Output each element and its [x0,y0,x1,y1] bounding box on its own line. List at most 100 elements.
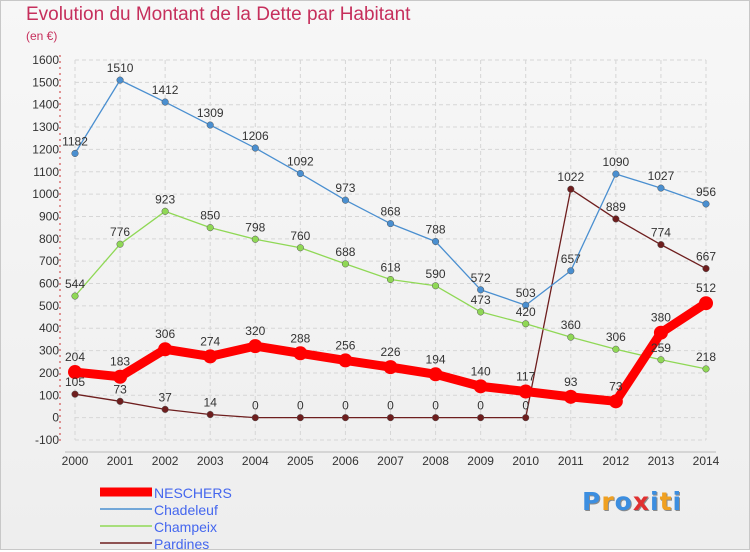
data-label-pardines: 14 [204,396,218,410]
chart-subtitle: (en €) [26,29,58,43]
data-point-neschers [473,379,488,394]
data-point-chadeleuf [206,121,214,129]
data-point-champeix [116,240,124,248]
legend-swatch-neschers [100,487,152,497]
data-point-neschers [653,325,668,340]
x-tick-label: 2008 [422,454,449,468]
data-label-chadeleuf: 572 [471,271,491,285]
data-point-chadeleuf [657,184,665,192]
data-point-neschers [248,339,263,354]
data-label-pardines: 774 [651,226,671,240]
x-tick-label: 2013 [648,454,675,468]
data-point-chadeleuf [432,237,440,246]
data-label-pardines: 0 [432,399,439,413]
data-point-pardines [71,390,79,398]
x-tick-label: 2010 [512,454,539,468]
y-tick-label: 700 [39,254,59,268]
data-point-neschers [338,353,353,368]
data-label-chadeleuf: 868 [380,205,400,219]
x-tick-label: 2007 [377,454,404,468]
x-tick-label: 2014 [693,454,720,468]
data-label-neschers: 140 [471,364,491,378]
data-label-chadeleuf: 1412 [152,83,179,97]
data-point-pardines [206,410,214,419]
data-point-champeix [522,320,530,328]
data-point-pardines [657,241,665,249]
y-tick-label: -100 [35,433,59,447]
data-label-neschers: 306 [155,327,175,341]
data-point-pardines [161,405,169,413]
data-point-chadeleuf [567,267,575,275]
data-label-pardines: 1022 [557,170,584,184]
y-tick-label: 400 [39,321,59,335]
logo-letter: o [614,487,633,516]
data-label-pardines: 0 [342,399,349,413]
y-tick-label: 1100 [33,165,59,179]
legend-item-chadeleuf: Chadeleuf [100,501,300,518]
data-label-neschers: 320 [245,324,265,338]
legend-label-chadeleuf: Chadeleuf [154,502,218,518]
data-label-neschers: 204 [65,350,85,364]
data-point-chadeleuf [612,170,620,178]
data-point-pardines [251,414,259,422]
data-label-champeix: 218 [696,350,716,364]
y-tick-label: 1600 [32,53,59,67]
data-label-champeix: 420 [516,305,536,319]
data-label-pardines: 0 [477,399,484,413]
data-point-chadeleuf [161,98,169,106]
proxiti-logo: Proxiti [582,487,682,516]
data-point-pardines [567,185,575,193]
data-label-neschers: 380 [651,311,671,325]
data-point-neschers [158,342,173,357]
chart-title: Evolution du Montant de la Dette par Hab… [26,4,411,25]
y-tick-label: 900 [39,209,59,223]
data-point-pardines [296,414,304,422]
data-label-chadeleuf: 1027 [648,169,675,183]
data-point-pardines [386,414,395,422]
legend-swatch-chadeleuf [100,508,152,510]
data-label-neschers: 93 [564,375,578,389]
data-point-neschers [699,296,713,311]
data-label-champeix: 590 [426,267,446,281]
data-point-neschers [518,384,533,399]
data-label-chadeleuf: 973 [335,181,355,195]
data-label-champeix: 850 [200,209,220,223]
logo-letter: r [601,487,615,516]
data-label-neschers: 512 [696,281,716,295]
data-label-champeix: 923 [155,192,175,206]
data-label-neschers: 274 [200,334,220,348]
data-point-pardines [522,414,530,422]
data-point-champeix [206,224,214,232]
data-label-chadeleuf: 1092 [287,155,314,169]
data-label-champeix: 544 [65,277,85,291]
data-label-champeix: 306 [606,330,626,344]
y-tick-label: 1300 [32,120,59,134]
data-point-champeix [71,292,79,300]
legend-label-neschers: NESCHERS [154,485,232,501]
data-label-champeix: 473 [471,293,491,307]
data-label-pardines: 0 [387,399,394,413]
y-tick-label: 500 [39,299,59,313]
data-point-pardines [477,414,485,422]
data-label-neschers: 117 [516,369,535,383]
data-point-neschers [383,360,398,375]
data-point-chadeleuf [251,144,259,152]
data-label-chadeleuf: 657 [561,252,581,266]
x-tick-label: 2012 [603,454,630,468]
data-label-chadeleuf: 1206 [242,129,269,143]
data-point-chadeleuf [522,301,530,309]
legend-item-champeix: Champeix [100,518,300,535]
legend-swatch-champeix [100,525,152,527]
data-label-neschers: 256 [335,338,355,352]
legend: NESCHERS Chadeleuf Champeix Pardines [100,484,300,552]
data-label-chadeleuf: 788 [426,223,446,237]
data-point-champeix [161,207,169,215]
data-label-chadeleuf: 956 [696,185,716,199]
legend-label-pardines: Pardines [154,536,210,552]
y-tick-label: 200 [39,366,59,380]
y-tick-label: 1500 [32,75,59,89]
data-label-chadeleuf: 1510 [107,61,134,75]
x-tick-label: 2002 [152,454,179,468]
data-point-champeix [386,275,395,284]
